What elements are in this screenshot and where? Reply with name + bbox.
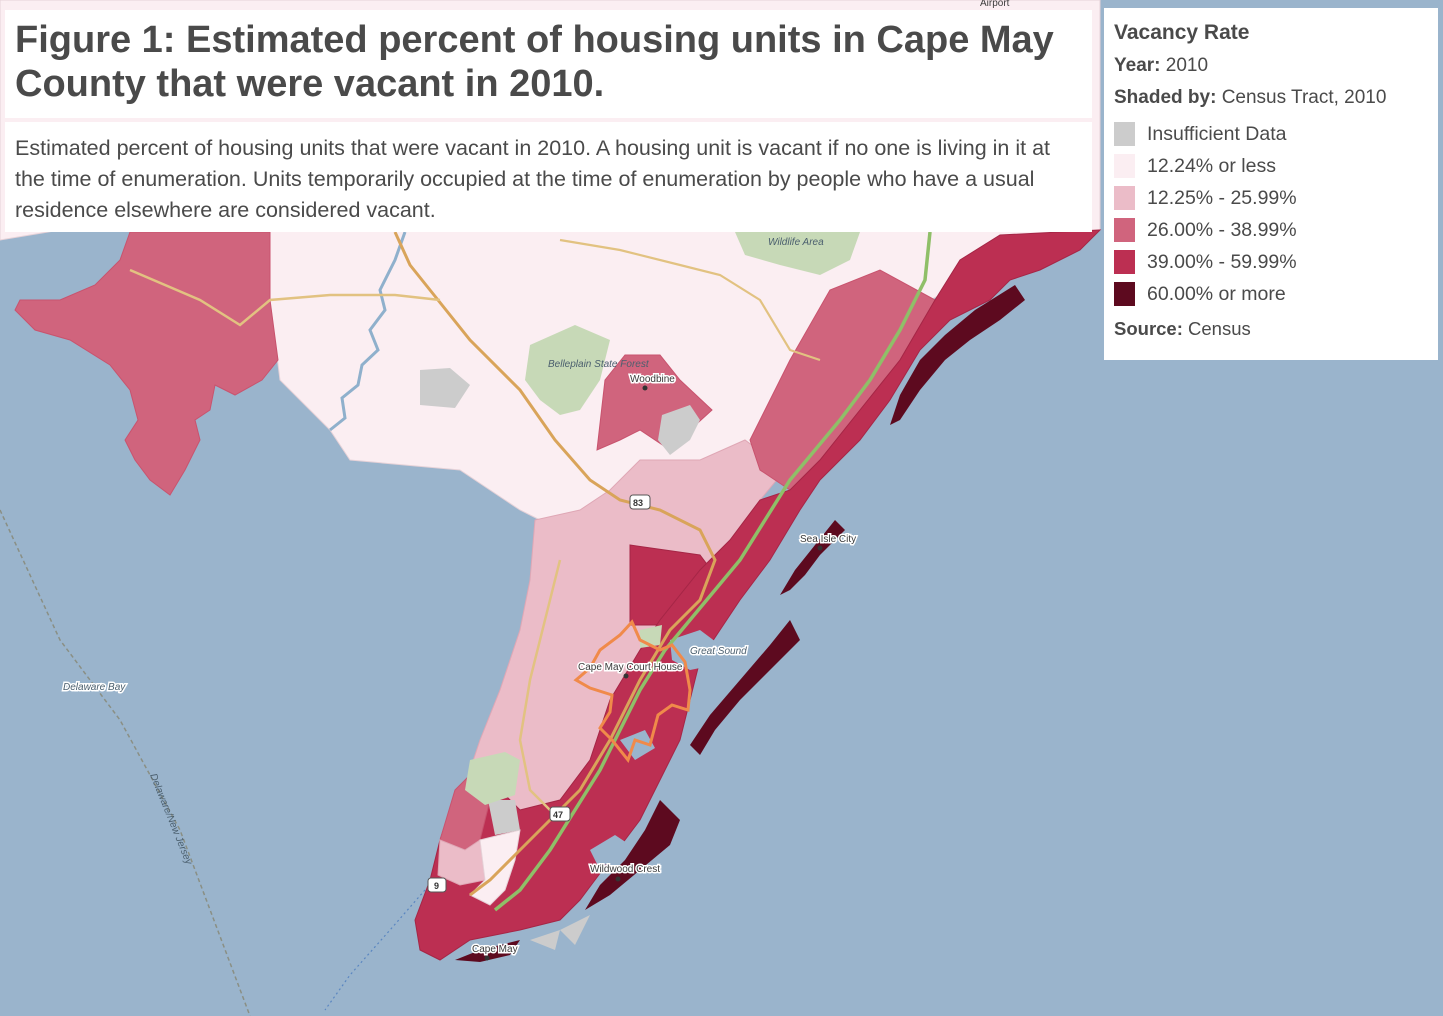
route-47-label: 47 (553, 810, 563, 820)
legend-source: Source: Census (1114, 318, 1428, 340)
road-route-47 (518, 559, 562, 816)
figure-title: Figure 1: Estimated percent of housing u… (15, 19, 1054, 105)
figure-description: Estimated percent of housing units that … (15, 136, 1051, 222)
road-north-east (559, 238, 821, 362)
legend-source-value: Census (1188, 318, 1251, 339)
legend-panel: Vacancy Rate Year: 2010 Shaded by: Censu… (1104, 8, 1438, 360)
tract-insufficient-south-b[interactable] (560, 915, 590, 945)
legend-swatch (1114, 186, 1135, 210)
tract-barrier-avalon[interactable] (690, 620, 800, 755)
tract-barrier-sea-isle[interactable] (780, 520, 845, 595)
route-47-shield-icon: 47 (549, 806, 571, 822)
sea-isle-city-label: Sea Isle City (800, 534, 856, 545)
wildwood-crest-marker-icon (615, 876, 621, 882)
route-9-shield-icon: 9 (427, 877, 447, 893)
tract-dennis-west[interactable] (14, 231, 279, 496)
route-83-label: 83 (633, 498, 643, 508)
state-boundary-line (0, 509, 251, 1016)
legend-item[interactable]: Insufficient Data (1114, 118, 1428, 150)
legend-item[interactable]: 12.24% or less (1114, 150, 1428, 182)
title-panel: Figure 1: Estimated percent of housing u… (5, 10, 1092, 118)
legend-swatch (1114, 154, 1135, 178)
tract-insufficient-woodbine[interactable] (658, 405, 700, 455)
legend-item-label: 39.00% - 59.99% (1147, 250, 1297, 273)
route-9-label: 9 (434, 881, 439, 891)
park-south[interactable] (465, 752, 520, 805)
tract-insufficient-west[interactable] (420, 368, 470, 408)
great-sound-label: Great Sound (690, 646, 747, 657)
woodbine-marker-icon (642, 385, 648, 391)
inlet-water-south (590, 835, 630, 866)
legend-shaded-label: Shaded by: (1114, 87, 1217, 108)
legend-item-label: 26.00% - 38.99% (1147, 218, 1297, 241)
court-house-marker-icon (623, 673, 629, 679)
legend-item[interactable]: 39.00% - 59.99% (1114, 246, 1428, 278)
legend-item[interactable]: 60.00% or more (1114, 278, 1428, 310)
belleplain-label: Belleplain State Forest (548, 359, 650, 370)
tract-barrier-wildwood[interactable] (585, 800, 680, 910)
place-sea-isle-city[interactable]: Sea Isle City (799, 533, 858, 551)
legend-swatch (1114, 282, 1135, 306)
road-west-crossing (129, 268, 441, 327)
legend-shaded-by: Shaded by: Census Tract, 2010 (1114, 86, 1428, 110)
cape-may-court-house-label: Cape May Court House (578, 662, 683, 673)
legend-item-label: 60.00% or more (1147, 282, 1286, 305)
park-belleplain[interactable] (525, 325, 610, 415)
tract-insufficient-south-a[interactable] (530, 930, 560, 950)
place-cape-may[interactable]: Cape May (471, 943, 519, 961)
cape-may-marker-icon (484, 955, 490, 961)
wildwood-crest-label: Wildwood Crest (590, 864, 660, 875)
river-west (329, 231, 407, 432)
cape-may-label: Cape May (472, 944, 518, 955)
park-wildlife-area[interactable] (735, 232, 860, 275)
legend-year-value: 2010 (1165, 55, 1209, 76)
tract-barrier-cape-may[interactable] (455, 940, 520, 962)
place-woodbine[interactable]: Woodbine (629, 373, 677, 391)
description-panel: Estimated percent of housing units that … (5, 122, 1092, 232)
legend-item-label: Insufficient Data (1147, 122, 1287, 145)
legend-item-label: 12.25% - 25.99% (1147, 186, 1297, 209)
delaware-bay-label: Delaware Bay (63, 682, 126, 693)
legend-source-label: Source: (1114, 318, 1183, 339)
legend-item-label: 12.24% or less (1147, 154, 1276, 177)
legend-item[interactable]: 26.00% - 38.99% (1114, 214, 1428, 246)
route-83-shield-icon: 83 (629, 494, 651, 510)
ferry-route-line (324, 889, 426, 1011)
woodbine-label: Woodbine (630, 374, 675, 385)
legend-shaded-value: Census Tract, 2010 (1221, 87, 1387, 108)
legend-items: Insufficient Data 12.24% or less 12.25% … (1114, 118, 1428, 310)
legend-item[interactable]: 12.25% - 25.99% (1114, 182, 1428, 214)
inlet-water-middle (620, 730, 655, 760)
legend-year: Year: 2010 (1114, 54, 1428, 78)
court-house-highlight-outline[interactable] (573, 619, 692, 764)
legend-swatch (1114, 218, 1135, 242)
tract-barrier-north[interactable] (890, 285, 1025, 425)
garden-state-parkway (493, 231, 932, 912)
place-cape-may-court-house[interactable]: Cape May Court House (577, 661, 684, 679)
legend-year-label: Year: (1114, 55, 1161, 76)
tract-insufficient-airport-south[interactable] (488, 800, 520, 835)
sea-isle-city-marker-icon (817, 545, 823, 551)
legend-swatch (1114, 122, 1135, 146)
wildlife-area-label: Wildlife Area (768, 237, 824, 248)
legend-title: Vacancy Rate (1114, 21, 1250, 44)
airport-label: Airport (980, 0, 1010, 9)
place-wildwood-crest[interactable]: Wildwood Crest (589, 863, 662, 882)
legend-swatch (1114, 250, 1135, 274)
